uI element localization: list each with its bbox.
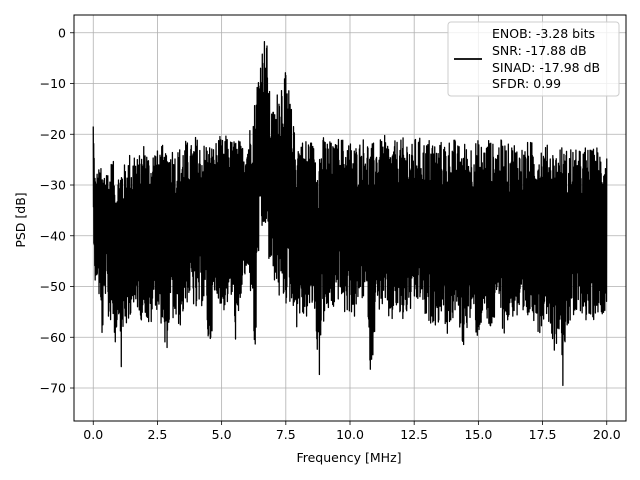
x-tick-label: 17.5 [529, 427, 557, 442]
legend: ENOB: -3.28 bits SNR: -17.88 dB SINAD: -… [447, 21, 620, 97]
y-tick-label: −60 [40, 330, 66, 345]
legend-line-sinad: SINAD: -17.98 dB [492, 60, 600, 75]
x-tick-label: 20.0 [593, 427, 621, 442]
x-tick-label: 7.5 [276, 427, 296, 442]
legend-line-sfdr: SFDR: 0.99 [492, 76, 561, 91]
psd-series-line [92, 40, 608, 387]
x-axis-title: Frequency [MHz] [296, 450, 401, 465]
y-tick-label: −40 [40, 228, 66, 243]
legend-box [447, 21, 620, 97]
y-tick-label: −10 [40, 76, 66, 91]
plot-area [92, 40, 608, 387]
x-tick-label: 2.5 [147, 427, 167, 442]
y-tick-label: −30 [40, 178, 66, 193]
y-axis-title: PSD [dB] [13, 192, 28, 247]
y-tick-label: 0 [58, 25, 66, 40]
x-tick-label: 5.0 [212, 427, 232, 442]
x-tick-label: 12.5 [400, 427, 428, 442]
x-tick-label: 10.0 [336, 427, 364, 442]
legend-line-snr: SNR: -17.88 dB [492, 43, 587, 58]
y-tick-label: −70 [40, 381, 66, 396]
ticks: 0.0 2.5 5.0 7.5 10.0 12.5 15.0 17.5 20.0 0 −10 −20 −… [40, 25, 621, 442]
legend-line-enob: ENOB: -3.28 bits [492, 26, 595, 41]
x-tick-label: 0.0 [83, 427, 103, 442]
y-tick-label: −50 [40, 279, 66, 294]
x-tick-label: 15.0 [464, 427, 492, 442]
y-tick-label: −20 [40, 127, 66, 142]
